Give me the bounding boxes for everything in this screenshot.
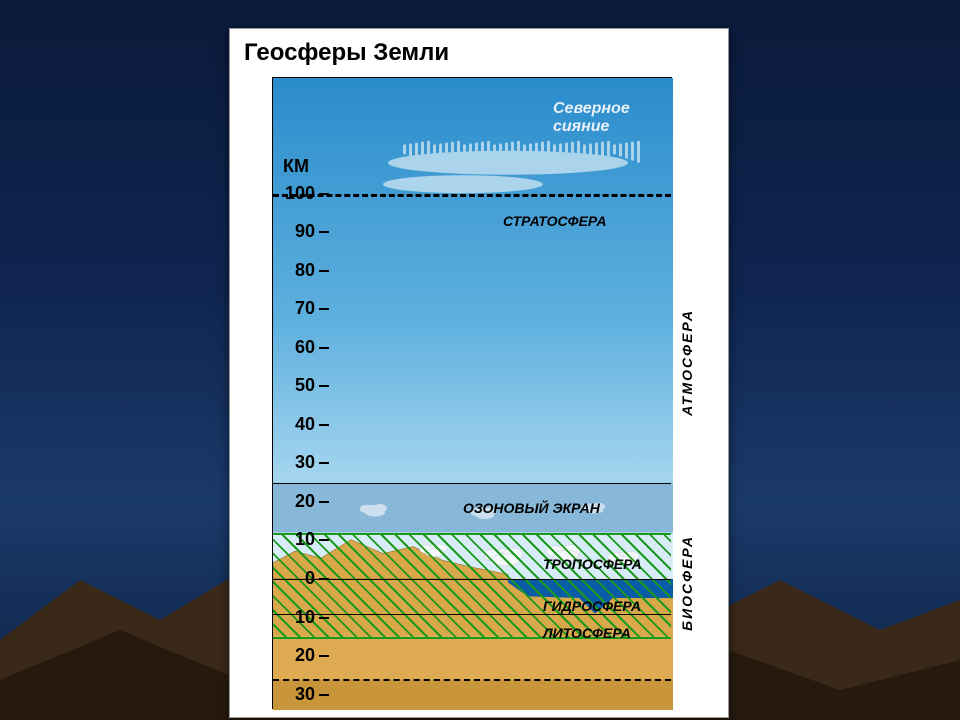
axis-tick: 10 xyxy=(267,529,315,550)
dashed-line-lower xyxy=(273,679,671,681)
dashed-line-100km xyxy=(273,194,671,197)
label-stratosphere: СТРАТОСФЕРА xyxy=(503,213,606,229)
axis-tick: 100 xyxy=(267,183,315,204)
axis-tick-mark xyxy=(319,424,329,426)
axis-tick-mark xyxy=(319,308,329,310)
label-lithosphere: ЛИТОСФЕРА xyxy=(543,625,631,641)
chart-area: Северное сияние СТРАТОСФЕРА ОЗОНОВЫЙ ЭКР… xyxy=(272,77,672,709)
label-troposphere: ТРОПОСФЕРА xyxy=(543,556,642,572)
axis-tick-mark xyxy=(319,231,329,233)
axis-tick: 80 xyxy=(267,260,315,281)
diagram-title: Геосферы Земли xyxy=(230,29,728,71)
axis-unit: КМ xyxy=(283,156,309,177)
axis-tick-mark xyxy=(319,617,329,619)
axis-tick: 10 xyxy=(267,607,315,628)
axis-tick-mark xyxy=(319,270,329,272)
vlabel-atmosphere: АТМОСФЕРА xyxy=(679,309,695,416)
axis-tick: 70 xyxy=(267,298,315,319)
line-ozone-top xyxy=(273,483,671,484)
greenline-biosphere-top xyxy=(273,533,671,535)
axis-tick: 20 xyxy=(267,491,315,512)
axis-tick-mark xyxy=(319,501,329,503)
label-ozone: ОЗОНОВЫЙ ЭКРАН xyxy=(463,500,600,516)
axis-tick: 40 xyxy=(267,414,315,435)
line-zero xyxy=(273,579,671,580)
axis-tick-mark xyxy=(319,539,329,541)
chart-svg xyxy=(273,78,673,710)
axis-tick: 30 xyxy=(267,452,315,473)
axis-tick: 0 xyxy=(267,568,315,589)
axis-tick-mark xyxy=(319,578,329,580)
axis-tick-mark xyxy=(319,385,329,387)
aurora-label: Северное сияние xyxy=(553,100,630,135)
axis-tick: 50 xyxy=(267,375,315,396)
axis-tick-mark xyxy=(319,347,329,349)
axis-tick: 90 xyxy=(267,221,315,242)
axis-tick: 60 xyxy=(267,337,315,358)
axis-tick: 30 xyxy=(267,684,315,705)
axis-tick-mark xyxy=(319,462,329,464)
axis-tick-mark xyxy=(319,694,329,696)
diagram-frame: Геосферы Земли xyxy=(229,28,729,718)
axis-tick-mark xyxy=(319,655,329,657)
label-hydrosphere: ГИДРОСФЕРА xyxy=(543,598,641,614)
vlabel-biosphere: БИОСФЕРА xyxy=(679,535,695,631)
axis-tick-mark xyxy=(319,193,329,195)
axis-tick: 20 xyxy=(267,645,315,666)
